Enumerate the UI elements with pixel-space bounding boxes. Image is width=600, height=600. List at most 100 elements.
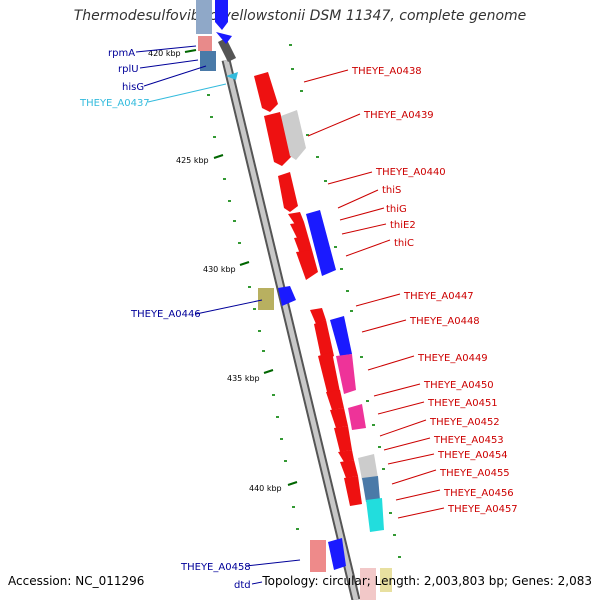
gene-label: hisG	[122, 82, 144, 93]
gene-THEYE_A0455	[344, 476, 362, 506]
leader-line	[251, 581, 263, 585]
gene-label: rpmA	[108, 48, 135, 59]
leader-line	[377, 401, 425, 415]
gene-thiG	[290, 222, 308, 240]
gene-bottom-yellow	[380, 568, 392, 592]
leader-line	[383, 437, 431, 451]
leader-line	[303, 69, 349, 83]
kbp-tick	[263, 369, 274, 374]
gene-label: THEYE_A0439	[363, 110, 434, 121]
leader-line	[361, 319, 407, 333]
gene-label: THEYE_A0454	[437, 450, 508, 461]
gene-label: THEYE_A0453	[433, 435, 504, 446]
gene-grey	[281, 110, 306, 160]
leader-line	[139, 59, 199, 69]
gene-label: THEYE_A0457	[447, 504, 518, 515]
gene-label: THEYE_A0455	[439, 468, 510, 479]
genes-red-column	[254, 72, 384, 532]
gene-pink-449	[336, 354, 356, 394]
kbp-tick-label: 425 kbp	[176, 156, 209, 165]
gene-bluegrey-455	[362, 476, 380, 502]
gene-THEYE_A0440	[278, 172, 298, 212]
gene-thiE2	[294, 236, 312, 254]
gene-THEYE_A0448	[314, 320, 334, 362]
leader-line	[345, 239, 391, 257]
gene-label: rplU	[118, 64, 139, 75]
gene-THEYE_A0438	[254, 72, 278, 112]
leader-line	[327, 171, 373, 185]
leader-line	[341, 223, 387, 235]
gene-hisG	[215, 0, 228, 30]
gene-THEYE_A0449	[318, 352, 340, 396]
genome-backbone	[217, 37, 361, 600]
leader-line	[143, 65, 207, 87]
gene-label: THEYE_A0446	[130, 309, 201, 320]
genes-bottom	[310, 538, 392, 600]
gene-dtd	[360, 568, 376, 600]
backbone-inner	[223, 59, 359, 600]
gene-THEYE_A0446	[258, 288, 274, 310]
gene-block	[196, 0, 212, 34]
gene-thiC	[296, 250, 318, 280]
gene-label: THEYE_A0451	[427, 398, 498, 409]
gene-label: thiE2	[390, 220, 416, 231]
kbp-tick-label: 440 kbp	[249, 484, 282, 493]
left-labels: rpmA rplU hisG THEYE_A0437 THEYE_A0446 T…	[79, 45, 301, 591]
gene-THEYE_A0447	[310, 308, 326, 324]
map-title: Thermodesulfovibrio yellowstonii DSM 113…	[73, 8, 527, 24]
leader-line	[337, 189, 379, 209]
kbp-tick	[184, 49, 197, 53]
gene-label: THEYE_A0440	[375, 167, 446, 178]
leader-line	[135, 45, 197, 53]
scale-dots-right	[289, 44, 401, 558]
leader-line	[245, 559, 301, 567]
gene-THEYE_A0456	[366, 498, 384, 532]
gene-label: THEYE_A0448	[409, 316, 480, 327]
gene-THEYE_A0450	[326, 390, 344, 410]
leader-line	[391, 469, 437, 485]
leader-line	[387, 453, 435, 465]
leader-line	[367, 355, 415, 371]
gene-label: THEYE_A0438	[351, 66, 422, 77]
gene-THEYE_A0451	[330, 408, 348, 428]
leader-line	[339, 207, 385, 221]
gene-label: thiG	[386, 204, 407, 215]
gene-blue-thi	[306, 210, 336, 276]
right-labels: THEYE_A0438 THEYE_A0439 THEYE_A0440 thiS…	[303, 66, 518, 519]
gene-label: thiS	[382, 185, 401, 196]
gene-thiS	[288, 212, 304, 226]
leader-line	[307, 113, 361, 137]
gene-THEYE_A0454	[340, 460, 358, 478]
leader-line	[397, 507, 445, 519]
gene-rplU	[200, 51, 216, 71]
kbp-ticks: 420 kbp 425 kbp 430 kbp 435 kbp 440 kbp	[148, 49, 298, 493]
leader-line	[355, 293, 401, 307]
leader-line	[147, 83, 227, 103]
gene-label: THEYE_A0437	[79, 98, 150, 109]
gene-THEYE_A0458	[310, 540, 326, 572]
kbp-tick-label: 430 kbp	[203, 265, 236, 274]
gene-label: THEYE_A0450	[423, 380, 494, 391]
accession-label: Accession: NC_011296	[8, 574, 145, 588]
gene-label: THEYE_A0458	[180, 562, 251, 573]
gene-label: THEYE_A0449	[417, 353, 488, 364]
leader-line	[395, 489, 441, 501]
gene-label: THEYE_A0447	[403, 291, 474, 302]
kbp-tick	[287, 481, 298, 486]
gene-THEYE_A0453	[338, 450, 354, 462]
leader-line	[373, 383, 421, 397]
genes-mid-left	[258, 286, 296, 310]
gene-label: THEYE_A0456	[443, 488, 514, 499]
gene-label: dtd	[234, 580, 251, 591]
genes-top-left	[196, 0, 238, 80]
gene-THEYE_A0439	[264, 112, 292, 166]
gene-label: thiC	[394, 238, 414, 249]
gene-arrow	[216, 32, 232, 44]
leader-line	[195, 299, 263, 315]
backbone-top	[217, 37, 237, 63]
gene-blue-458	[328, 538, 346, 570]
gene-grey-454	[358, 454, 378, 480]
gene-blue-446	[278, 286, 296, 306]
gene-rpmA	[198, 36, 212, 51]
